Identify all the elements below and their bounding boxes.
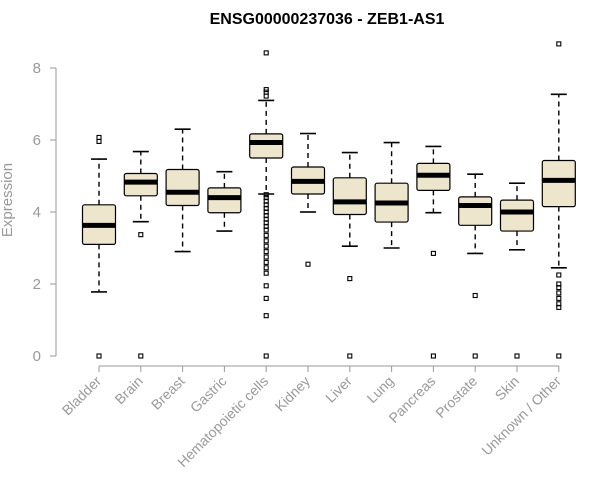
box-group bbox=[499, 182, 535, 359]
x-tick-label: Kidney bbox=[272, 373, 314, 415]
outlier-point bbox=[263, 195, 269, 201]
outlier-point bbox=[96, 138, 102, 144]
x-tick-label: Prostate bbox=[432, 373, 480, 421]
box bbox=[123, 172, 158, 197]
box bbox=[541, 159, 576, 208]
box-group bbox=[332, 151, 367, 359]
outlier-point bbox=[138, 353, 144, 359]
y-axis: 0 2 4 6 8 bbox=[33, 60, 57, 365]
box bbox=[458, 196, 493, 226]
x-tick-label: Lung bbox=[363, 373, 396, 406]
box-group bbox=[374, 141, 409, 249]
outlier-point bbox=[263, 295, 269, 301]
box-group bbox=[123, 150, 158, 359]
outlier-point bbox=[263, 353, 269, 359]
x-tick-label: Skin bbox=[492, 373, 523, 404]
box-group bbox=[81, 134, 117, 359]
outlier-point bbox=[263, 238, 269, 244]
y-tick-label: 4 bbox=[33, 204, 41, 221]
box-group bbox=[416, 145, 451, 359]
box bbox=[499, 199, 535, 232]
box-group bbox=[249, 50, 284, 359]
outlier-point bbox=[263, 192, 269, 198]
x-tick-label: Brain bbox=[111, 373, 145, 407]
outlier-point bbox=[138, 232, 144, 238]
outlier-point bbox=[430, 353, 436, 359]
x-tick-label: Unknown / Other bbox=[478, 373, 564, 459]
outlier-point bbox=[556, 295, 562, 301]
y-tick-label: 2 bbox=[33, 276, 41, 293]
outlier-point bbox=[263, 265, 269, 271]
x-tick-label: Breast bbox=[148, 373, 188, 413]
box-group bbox=[541, 41, 576, 359]
outlier-point bbox=[472, 292, 478, 299]
outlier-point bbox=[263, 93, 269, 99]
outlier-point bbox=[556, 301, 562, 307]
box bbox=[249, 133, 284, 159]
box-group bbox=[207, 170, 242, 232]
outlier-point bbox=[263, 50, 269, 56]
box bbox=[207, 187, 242, 214]
outlier-point bbox=[556, 290, 562, 296]
y-tick-label: 0 bbox=[33, 348, 41, 365]
box-group bbox=[458, 173, 493, 359]
box-series bbox=[81, 41, 576, 359]
chart-title: ENSG00000237036 - ZEB1-AS1 bbox=[210, 11, 445, 28]
outlier-point bbox=[263, 249, 269, 255]
box bbox=[165, 168, 200, 207]
outlier-point bbox=[556, 353, 562, 359]
x-tick-label: Liver bbox=[322, 373, 355, 406]
box-group bbox=[290, 132, 326, 267]
outlier-point bbox=[347, 276, 353, 282]
outlier-point bbox=[263, 313, 269, 319]
outlier-point bbox=[263, 232, 269, 238]
outlier-point bbox=[347, 353, 353, 359]
outlier-point bbox=[263, 259, 269, 265]
outlier-point bbox=[430, 250, 436, 256]
outlier-point bbox=[263, 283, 269, 289]
y-axis-label: Expression bbox=[0, 163, 16, 237]
outlier-point bbox=[263, 87, 269, 93]
y-tick-label: 6 bbox=[33, 132, 41, 149]
outlier-point bbox=[556, 41, 562, 47]
x-tick-label: Bladder bbox=[59, 373, 105, 419]
outlier-point bbox=[472, 353, 478, 359]
outlier-point bbox=[556, 281, 562, 287]
box bbox=[332, 177, 367, 216]
outlier-point bbox=[96, 353, 102, 359]
outlier-point bbox=[96, 134, 102, 141]
box-group bbox=[165, 128, 200, 253]
outlier-point bbox=[556, 272, 562, 278]
y-tick-label: 8 bbox=[33, 60, 41, 77]
outlier-point bbox=[263, 270, 269, 276]
outlier-point bbox=[305, 261, 311, 267]
outlier-point bbox=[263, 254, 269, 260]
outlier-point bbox=[263, 243, 269, 249]
outlier-point bbox=[514, 353, 520, 359]
